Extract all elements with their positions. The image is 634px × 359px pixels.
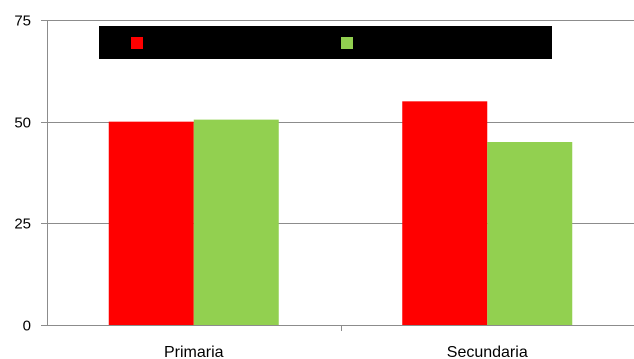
x-category-label: Secundaria xyxy=(447,344,528,359)
axis-labels: 0 25 50 75 Primaria Secundaria xyxy=(14,13,528,359)
y-tick-label: 25 xyxy=(14,216,31,233)
bar-secundaria-series-1 xyxy=(402,101,488,325)
legend xyxy=(99,26,552,59)
y-tick-label: 0 xyxy=(23,318,31,335)
bar-primaria-series-1 xyxy=(108,121,194,326)
bar-secundaria-series-2 xyxy=(487,142,573,325)
legend-box xyxy=(99,26,552,59)
y-tick-label: 75 xyxy=(14,13,31,30)
axes xyxy=(41,20,634,331)
bars xyxy=(108,101,573,326)
legend-marker-series-1 xyxy=(131,37,143,49)
legend-marker-series-2 xyxy=(341,37,353,49)
bar-primaria-series-2 xyxy=(193,119,279,325)
y-tick-label: 50 xyxy=(14,115,31,132)
x-category-label: Primaria xyxy=(164,344,224,359)
